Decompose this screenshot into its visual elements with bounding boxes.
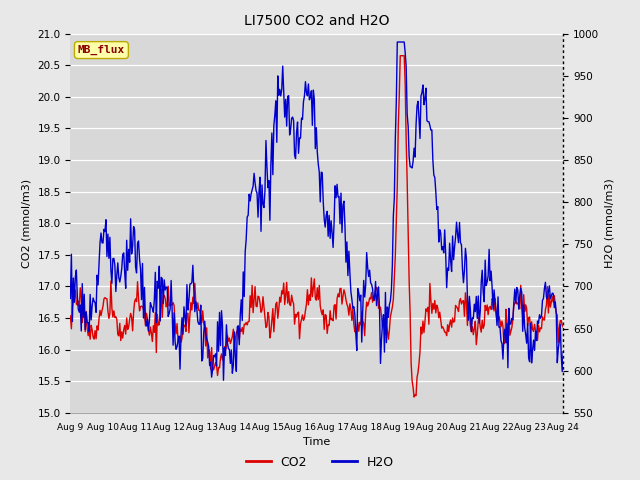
H2O bbox=[361, 294, 369, 300]
H2O bbox=[220, 377, 227, 383]
H2O bbox=[394, 39, 401, 45]
H2O bbox=[305, 81, 312, 87]
Y-axis label: H2O (mmol/m3): H2O (mmol/m3) bbox=[605, 179, 614, 268]
CO2 bbox=[550, 300, 557, 305]
CO2 bbox=[360, 321, 367, 326]
Line: H2O: H2O bbox=[70, 42, 563, 380]
Title: LI7500 CO2 and H2O: LI7500 CO2 and H2O bbox=[244, 14, 390, 28]
H2O bbox=[559, 349, 567, 355]
Line: CO2: CO2 bbox=[70, 56, 563, 397]
CO2 bbox=[472, 342, 480, 348]
H2O bbox=[334, 194, 342, 200]
H2O bbox=[472, 294, 480, 300]
H2O bbox=[67, 296, 74, 301]
Text: MB_flux: MB_flux bbox=[78, 45, 125, 55]
X-axis label: Time: Time bbox=[303, 437, 330, 447]
CO2 bbox=[410, 394, 418, 400]
H2O bbox=[550, 291, 557, 297]
Y-axis label: CO2 (mmol/m3): CO2 (mmol/m3) bbox=[22, 179, 32, 268]
CO2 bbox=[303, 287, 311, 293]
H2O bbox=[301, 79, 309, 84]
CO2 bbox=[559, 324, 567, 330]
CO2 bbox=[301, 315, 308, 321]
CO2 bbox=[396, 53, 404, 59]
CO2 bbox=[333, 296, 341, 302]
Legend: CO2, H2O: CO2, H2O bbox=[241, 451, 399, 474]
CO2 bbox=[67, 313, 74, 319]
